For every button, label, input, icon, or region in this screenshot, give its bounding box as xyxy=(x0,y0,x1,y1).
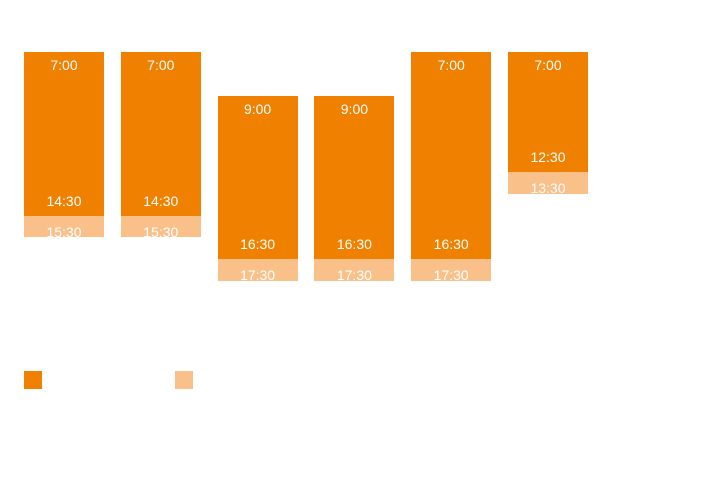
schedule-column: 9:00 16:30 17:30 xyxy=(217,95,298,284)
schedule-column: 7:00 14:30 15:30 xyxy=(24,52,104,240)
extension-bar xyxy=(314,259,395,281)
extended-time-label: 17:30 xyxy=(433,267,469,284)
legend-swatch-main xyxy=(24,371,42,389)
schedule-column: 7:00 14:30 15:30 xyxy=(120,52,201,240)
end-time-label: 14:30 xyxy=(143,192,179,209)
extension-bar xyxy=(217,259,298,281)
extended-time-label: 15:30 xyxy=(46,223,82,240)
extended-time-label: 17:30 xyxy=(240,267,276,284)
main-shift-bar xyxy=(24,52,104,216)
start-time-label: 7:00 xyxy=(50,57,78,73)
extended-time-label: 13:30 xyxy=(530,179,566,196)
start-time-label: 7:00 xyxy=(534,57,562,73)
legend-swatch-extension xyxy=(175,371,193,389)
schedule-column: 7:00 12:30 13:30 xyxy=(508,52,588,196)
start-time-label: 9:00 xyxy=(243,100,272,117)
end-time-label: 16:30 xyxy=(433,236,469,253)
extension-bar xyxy=(508,171,588,194)
schedule-column: 9:00 16:30 17:30 xyxy=(314,95,395,284)
main-shift-bar xyxy=(411,52,492,260)
main-shift-bar xyxy=(314,95,395,260)
extension-bar xyxy=(24,215,104,238)
end-time-label: 14:30 xyxy=(46,192,82,209)
end-time-label: 12:30 xyxy=(530,148,566,165)
main-shift-bar xyxy=(217,95,298,260)
schedule-column: 7:00 16:30 17:30 xyxy=(411,52,492,284)
main-shift-bar xyxy=(508,52,588,172)
extension-bar xyxy=(120,215,201,238)
end-time-label: 16:30 xyxy=(240,236,276,253)
extended-time-label: 17:30 xyxy=(336,267,372,284)
start-time-label: 9:00 xyxy=(340,100,369,117)
main-shift-bar xyxy=(120,52,201,216)
start-time-label: 7:00 xyxy=(147,57,175,73)
extension-bar xyxy=(411,259,492,281)
end-time-label: 16:30 xyxy=(336,236,372,253)
start-time-label: 7:00 xyxy=(437,57,465,73)
extended-time-label: 15:30 xyxy=(143,223,179,240)
